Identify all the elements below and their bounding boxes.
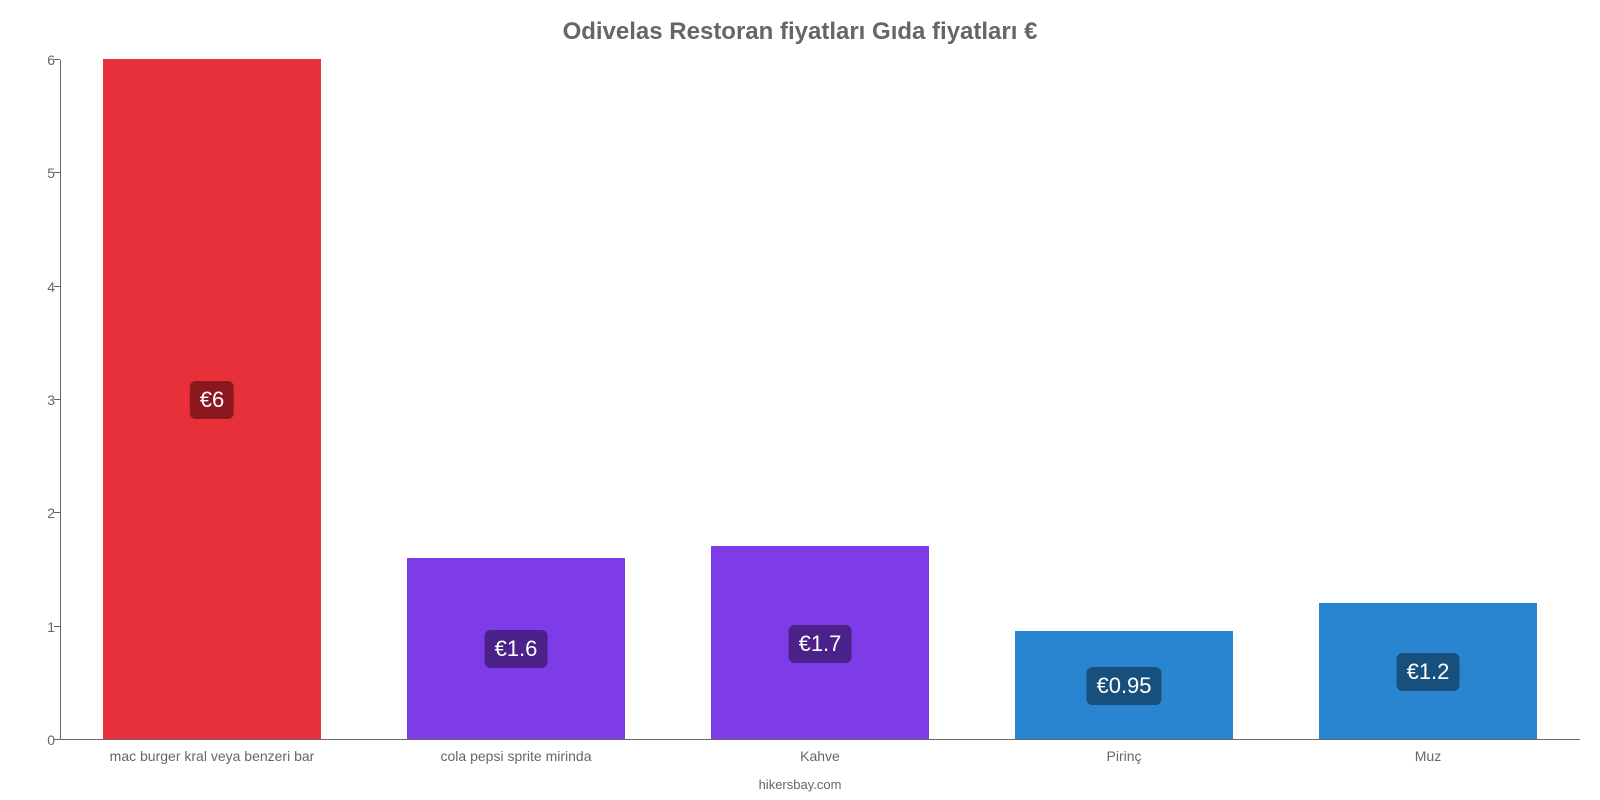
category-label: mac burger kral veya benzeri bar bbox=[110, 748, 315, 764]
bar-group: €6mac burger kral veya benzeri bar bbox=[60, 60, 364, 740]
value-label: €0.95 bbox=[1086, 667, 1161, 705]
value-label: €1.6 bbox=[485, 630, 548, 668]
category-label: Pirinç bbox=[1106, 748, 1141, 764]
y-tick-label: 0 bbox=[30, 732, 55, 748]
chart-title: Odivelas Restoran fiyatları Gıda fiyatla… bbox=[0, 0, 1600, 46]
bar-group: €1.2Muz bbox=[1276, 60, 1580, 740]
plot-area: 0123456 €6mac burger kral veya benzeri b… bbox=[60, 60, 1580, 740]
bar-group: €1.7Kahve bbox=[668, 60, 972, 740]
bar-group: €1.6cola pepsi sprite mirinda bbox=[364, 60, 668, 740]
y-tick-label: 6 bbox=[30, 52, 55, 68]
y-tick-label: 1 bbox=[30, 619, 55, 635]
category-label: Muz bbox=[1415, 748, 1441, 764]
y-tick-label: 2 bbox=[30, 505, 55, 521]
y-tick-label: 5 bbox=[30, 165, 55, 181]
value-label: €1.7 bbox=[789, 625, 852, 663]
value-label: €1.2 bbox=[1397, 653, 1460, 691]
chart-area: 0123456 €6mac burger kral veya benzeri b… bbox=[60, 60, 1580, 740]
value-label: €6 bbox=[190, 381, 234, 419]
category-label: Kahve bbox=[800, 748, 840, 764]
y-tick-label: 3 bbox=[30, 392, 55, 408]
bar-group: €0.95Pirinç bbox=[972, 60, 1276, 740]
attribution-text: hikersbay.com bbox=[759, 777, 842, 792]
category-label: cola pepsi sprite mirinda bbox=[441, 748, 592, 764]
y-tick-label: 4 bbox=[30, 279, 55, 295]
